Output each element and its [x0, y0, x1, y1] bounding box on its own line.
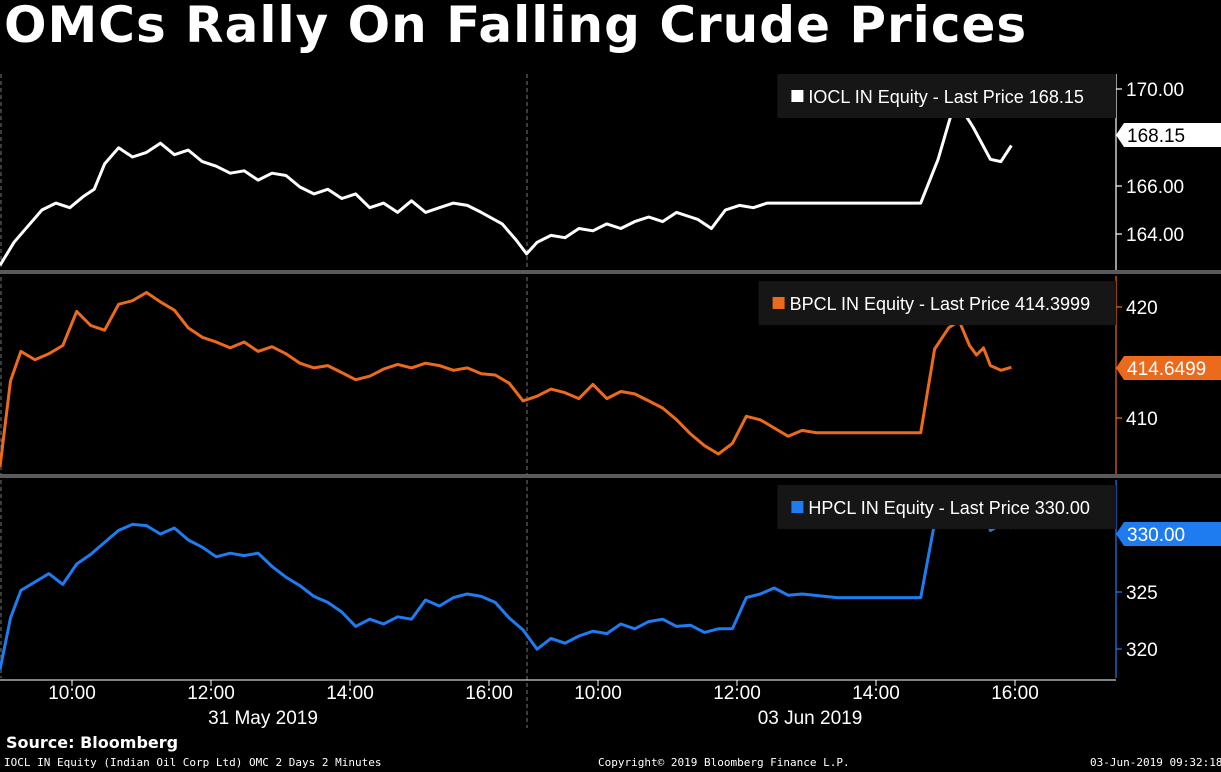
x-date-label: 31 May 2019 [208, 708, 318, 729]
x-tick-label: 10:00 [574, 683, 622, 704]
legend-swatch [791, 90, 804, 102]
last-price-tag [1116, 123, 1221, 147]
panel-hpcl: 330.00 325 320 HPCL IN Equity - Last Price … [0, 480, 1221, 678]
session-divider [0, 74, 528, 728]
y-tick-label: 410 [1126, 409, 1158, 430]
x-tick-label: 10:00 [48, 683, 96, 704]
last-price-tag [1116, 522, 1221, 546]
y-tick-label: 320 [1126, 640, 1158, 661]
legend-box [777, 485, 1116, 529]
panel-iocl: 170.00 168.15 166.00 164.00 IOCL IN Equity -… [0, 74, 1221, 274]
x-tick-label: 12:00 [713, 683, 761, 704]
legend-swatch [791, 501, 804, 513]
legend-swatch [772, 297, 785, 309]
legend-text: BPCL IN Equity - Last Price 414.3999 [790, 294, 1091, 314]
series-line-hpcl [0, 489, 1012, 670]
panel-separator [0, 474, 1221, 478]
y-tick-label: 166.00 [1126, 177, 1184, 198]
x-tick-label: 16:00 [991, 683, 1039, 704]
source-label: Source: Bloomberg [6, 733, 179, 752]
legend-text: HPCL IN Equity - Last Price 330.00 [808, 498, 1089, 518]
y-tick-label: 325 [1126, 583, 1158, 604]
footer-right: 03-Jun-2019 09:32:18 [1090, 756, 1221, 769]
last-price-tag [1116, 356, 1221, 380]
x-date-label: 03 Jun 2019 [758, 708, 863, 729]
last-price-label: 168.15 [1127, 126, 1185, 147]
y-tick-label: 164.00 [1126, 225, 1184, 246]
last-price-label: 330.00 [1127, 525, 1185, 546]
y-tick-label: 170.00 [1126, 80, 1184, 101]
x-tick-label: 12:00 [187, 683, 235, 704]
legend-box [758, 281, 1116, 325]
series-line-iocl [0, 97, 1013, 267]
y-tick-label: 420 [1126, 298, 1158, 319]
x-axis: 10:00 12:00 14:00 16:00 10:00 12:00 14:00 16:00… [0, 679, 1116, 729]
x-tick-label: 16:00 [465, 683, 513, 704]
footer-left: IOCL IN Equity (Indian Oil Corp Ltd) OMC… [4, 756, 382, 769]
last-price-label: 414.6499 [1127, 359, 1206, 380]
panel-separator [0, 270, 1221, 274]
legend-text: IOCL IN Equity - Last Price 168.15 [808, 87, 1083, 107]
x-tick-label: 14:00 [852, 683, 900, 704]
panel-bpcl: 420 414.6499 410 BPCL IN Equity - Last Pric… [0, 276, 1221, 478]
x-tick-label: 14:00 [326, 683, 374, 704]
legend-box [777, 74, 1116, 118]
chart-title: OMCs Rally On Falling Crude Prices [4, 0, 1028, 54]
footer-center: Copyright© 2019 Bloomberg Finance L.P. [598, 756, 850, 769]
panels: 170.00 168.15 166.00 164.00 IOCL IN Equity -… [0, 74, 1221, 678]
series-line-bpcl [0, 291, 1012, 468]
